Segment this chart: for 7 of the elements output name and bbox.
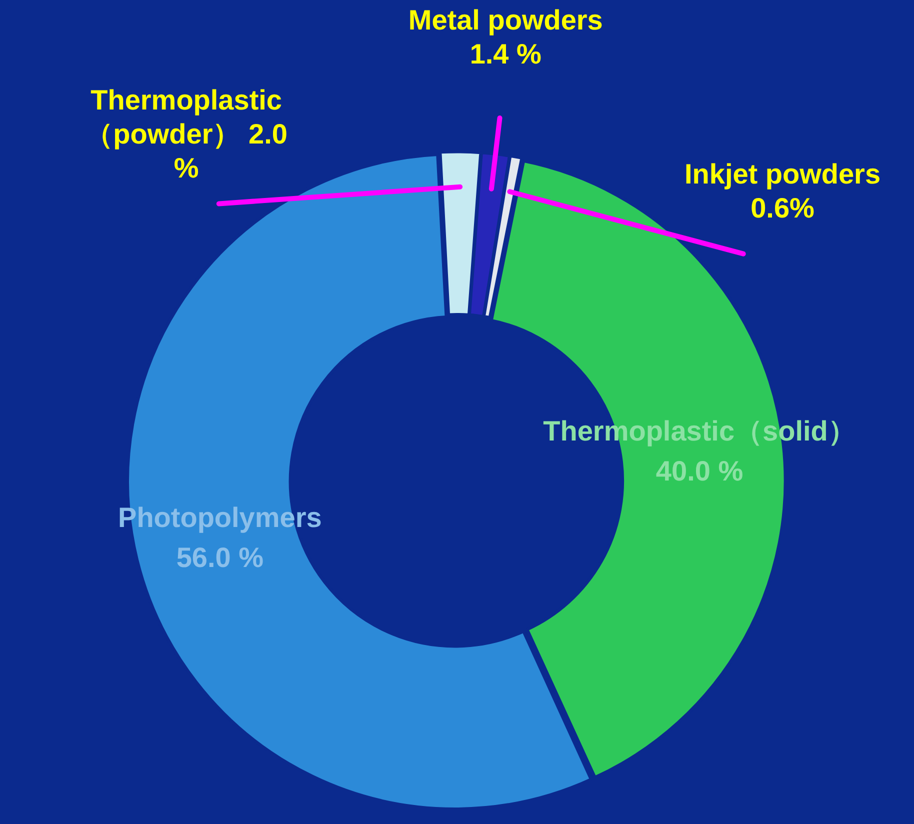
data-label: 0.6%: [750, 192, 815, 224]
slice-label: Metal powders: [408, 4, 603, 36]
data-label: 1.4 %: [470, 38, 542, 70]
slice-label: Inkjet powders: [684, 158, 881, 190]
slice-label: Thermoplastic（powder） 2.0 %: [85, 84, 288, 184]
data-label: 56.0 %: [176, 542, 264, 573]
data-label: 40.0 %: [656, 456, 744, 487]
